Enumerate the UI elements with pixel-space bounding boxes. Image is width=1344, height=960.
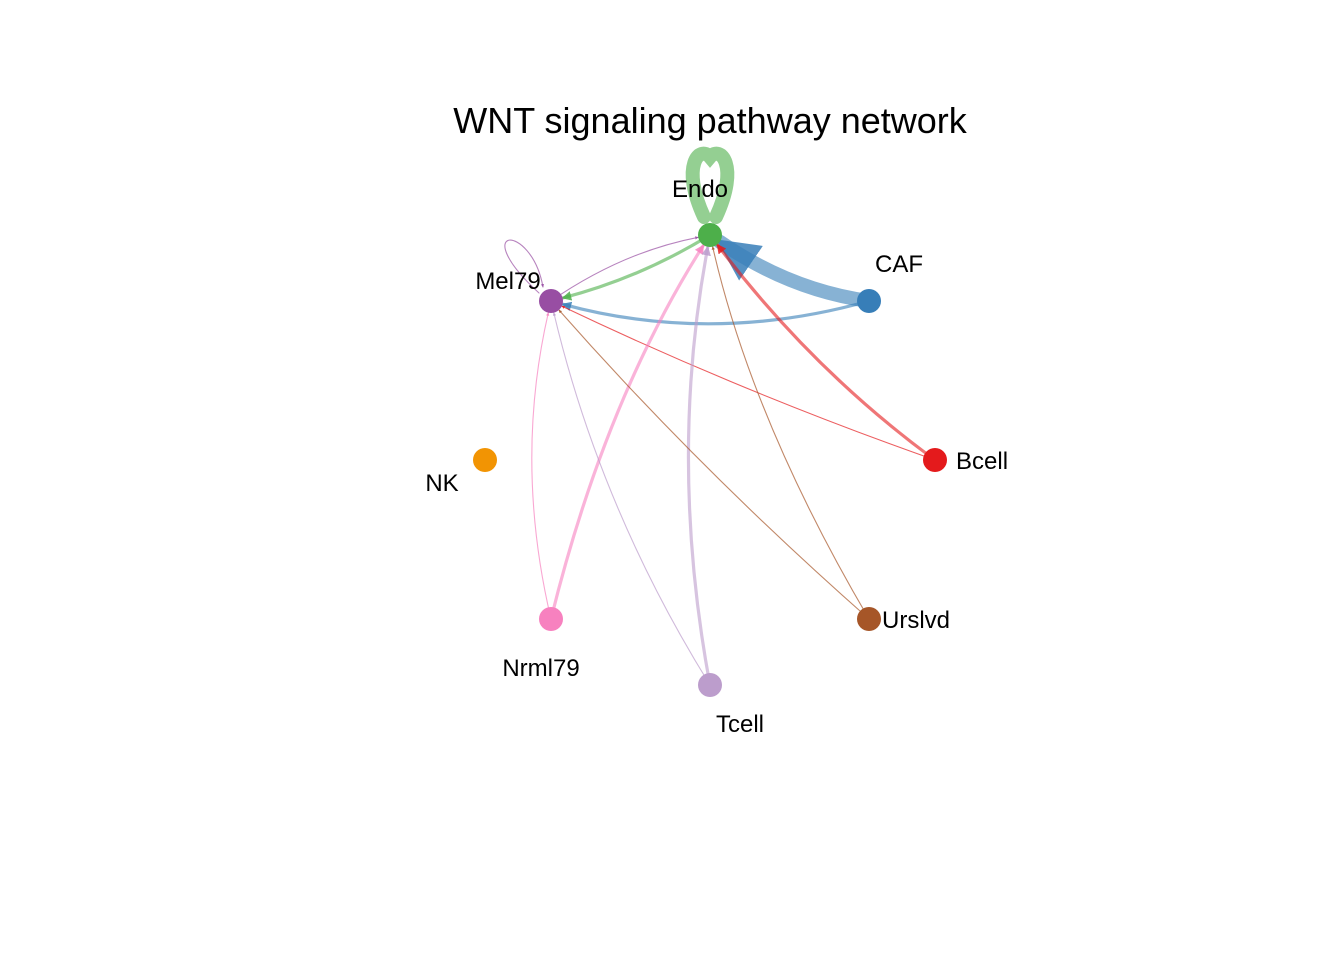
edge-endo-to-endo (685, 146, 735, 224)
nodes-layer (473, 223, 947, 697)
node-label-nrml79: Nrml79 (502, 655, 579, 682)
node-mel79 (539, 289, 563, 313)
edge-bcell-to-endo (715, 242, 937, 462)
node-nk (473, 448, 497, 472)
node-endo (698, 223, 722, 247)
edge-mel79-to-mel79 (504, 239, 545, 294)
edge-urslvd-to-mel79 (558, 309, 870, 620)
edge-caf-to-endo (712, 234, 876, 308)
edge-tcell-to-endo (686, 245, 712, 687)
edge-mel79-to-endo (550, 236, 699, 302)
edge-urslvd-to-endo (711, 246, 870, 620)
node-label-mel79: Mel79 (475, 268, 540, 295)
node-urslvd (857, 607, 881, 631)
edge-tcell-to-mel79 (552, 312, 711, 686)
labels-layer: Endo CAF Mel79 NK Bcell Nrml79 Urslvd Tcell (425, 176, 1008, 738)
node-nrml79 (539, 607, 563, 631)
node-bcell (923, 448, 947, 472)
edge-nrml79-to-endo (549, 243, 706, 621)
node-label-tcell: Tcell (716, 711, 764, 738)
edge-bcell-to-mel79 (561, 305, 936, 461)
node-tcell (698, 673, 722, 697)
node-caf (857, 289, 881, 313)
node-label-urslvd: Urslvd (882, 607, 950, 634)
node-label-caf: CAF (875, 251, 923, 278)
edge-caf-to-mel79 (560, 299, 871, 326)
edge-endo-to-mel79 (561, 233, 712, 301)
node-label-endo: Endo (672, 176, 728, 203)
node-label-bcell: Bcell (956, 448, 1008, 475)
chart-title: WNT signaling pathway network (453, 100, 968, 141)
node-label-nk: NK (425, 470, 458, 497)
edge-nrml79-to-mel79 (531, 312, 552, 620)
edges-layer (504, 146, 937, 687)
